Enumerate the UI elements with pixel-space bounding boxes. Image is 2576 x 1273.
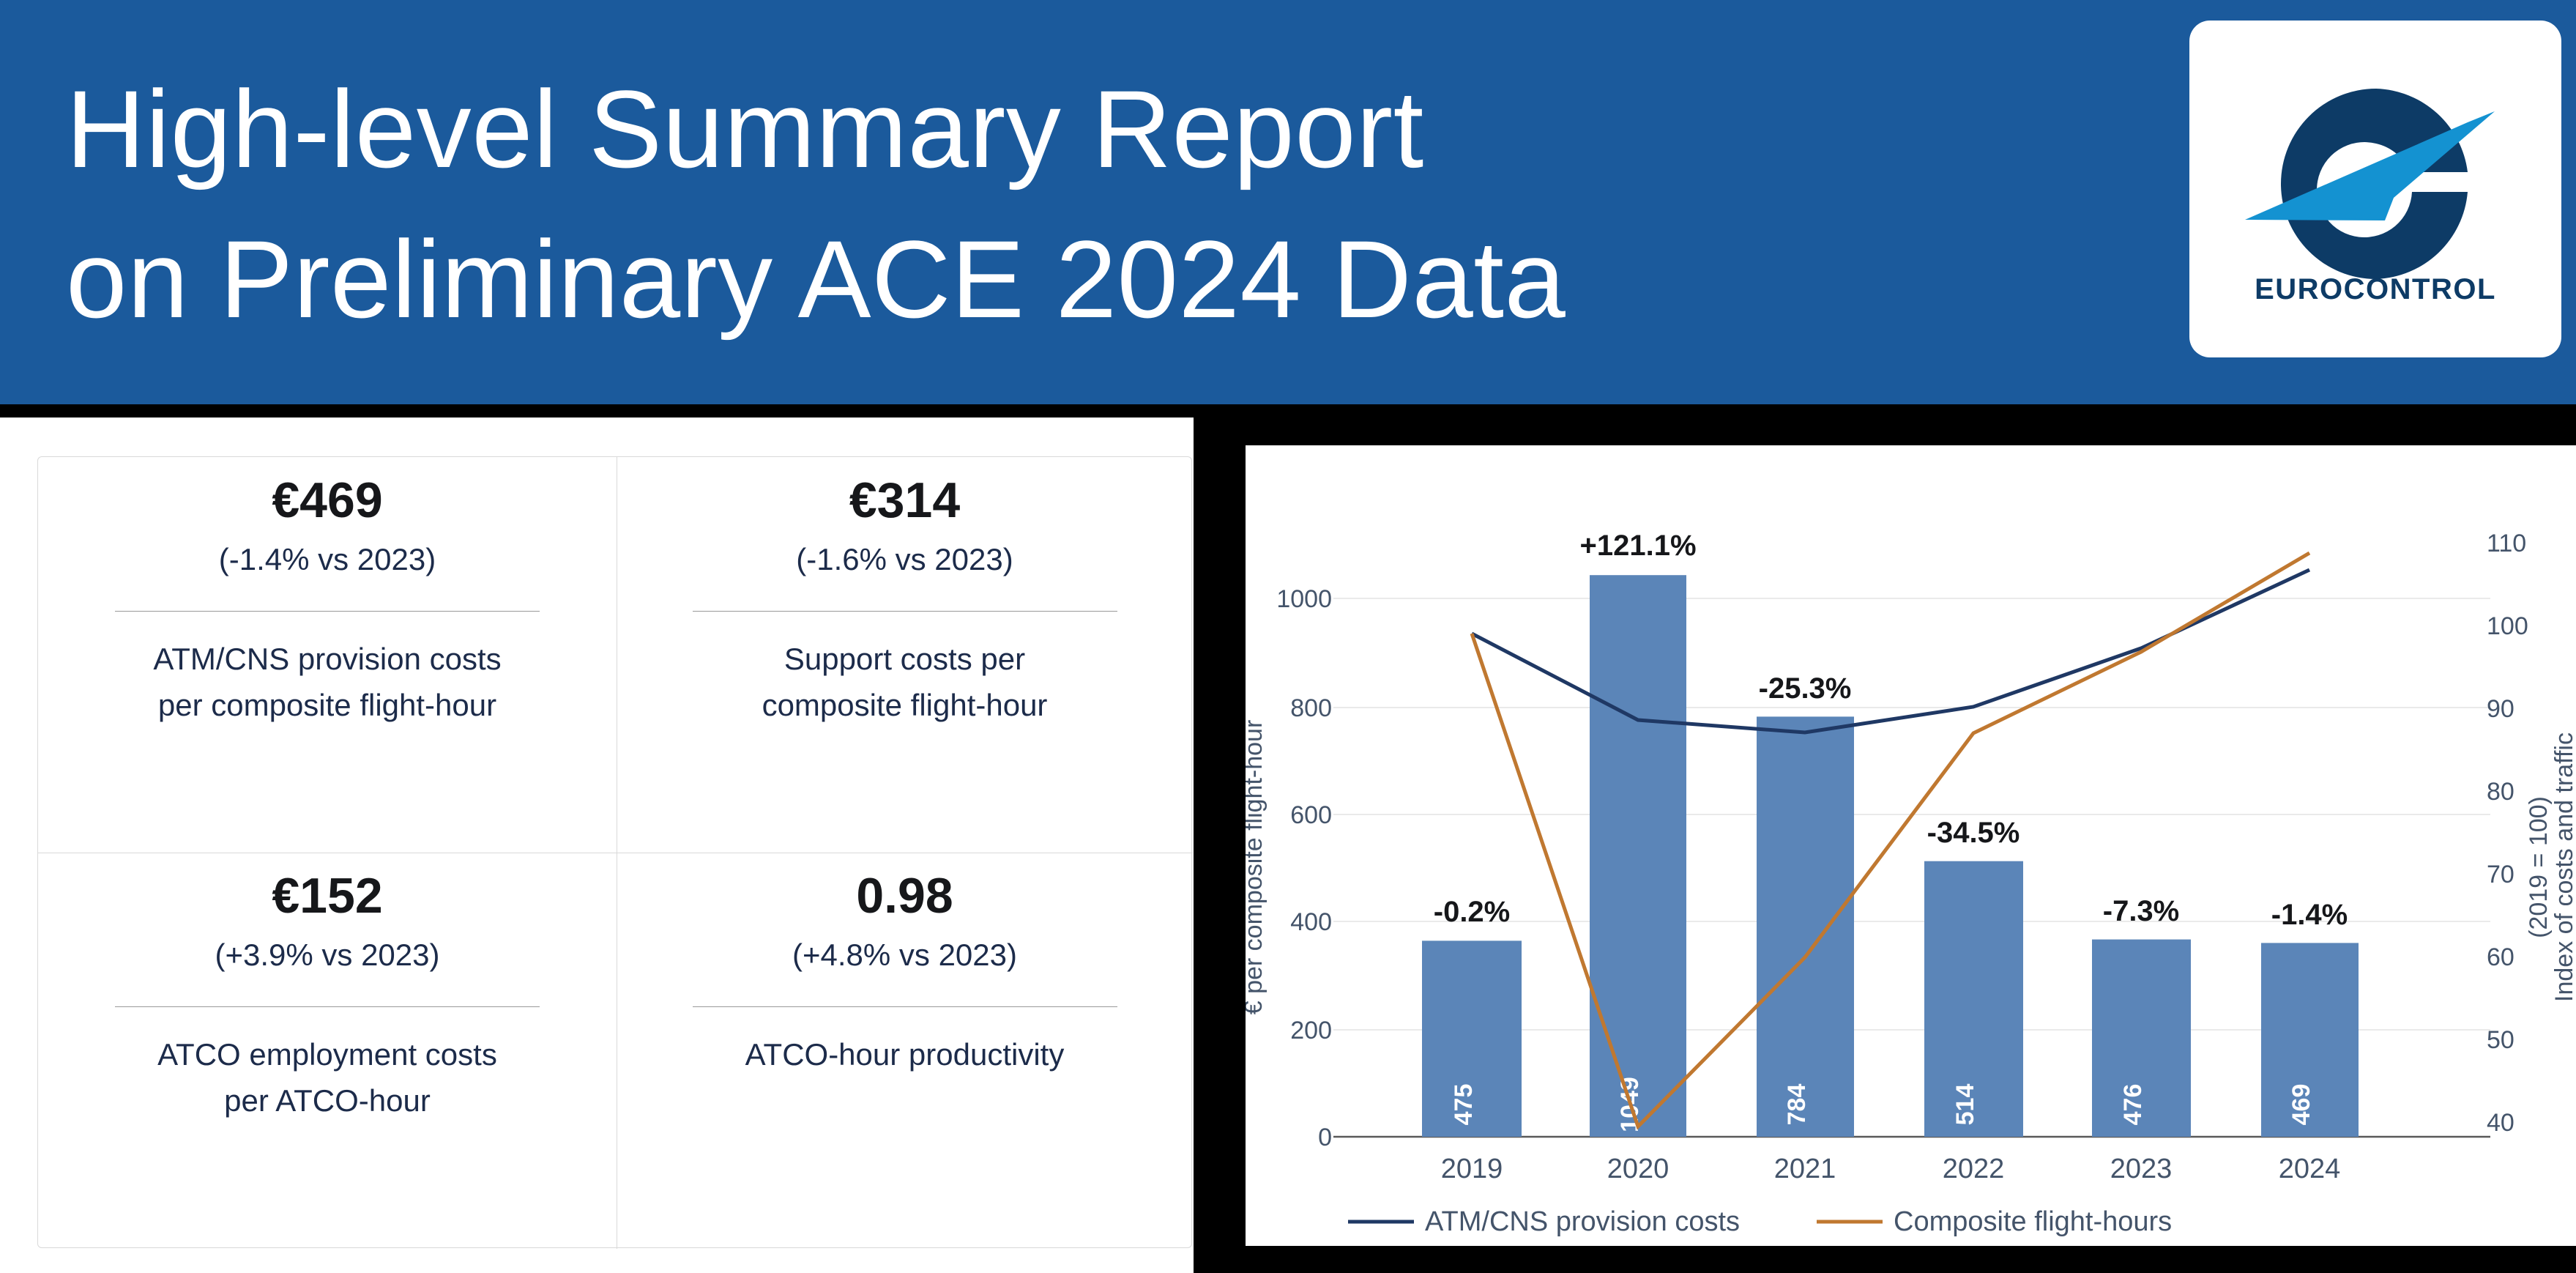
svg-text:-0.2%: -0.2% bbox=[1434, 896, 1511, 928]
svg-text:476: 476 bbox=[2119, 1084, 2147, 1126]
svg-text:800: 800 bbox=[1290, 694, 1332, 722]
svg-text:469: 469 bbox=[2287, 1084, 2315, 1126]
svg-text:ATM/CNS provision costs: ATM/CNS provision costs bbox=[1425, 1206, 1740, 1237]
svg-text:+121.1%: +121.1% bbox=[1579, 530, 1696, 562]
svg-text:-7.3%: -7.3% bbox=[2103, 895, 2180, 927]
svg-text:784: 784 bbox=[1783, 1084, 1811, 1126]
svg-text:200: 200 bbox=[1290, 1017, 1332, 1044]
svg-text:2024: 2024 bbox=[2279, 1154, 2341, 1184]
svg-text:2020: 2020 bbox=[1607, 1154, 1669, 1184]
svg-text:Composite flight-hours: Composite flight-hours bbox=[1894, 1206, 2172, 1237]
svg-text:1000: 1000 bbox=[1276, 585, 1332, 613]
svg-text:80: 80 bbox=[2487, 778, 2514, 806]
svg-text:€ per composite flight-hour: € per composite flight-hour bbox=[1246, 720, 1267, 1015]
svg-text:2019: 2019 bbox=[1441, 1154, 1503, 1184]
svg-text:Index of costs and traffic: Index of costs and traffic bbox=[2550, 732, 2576, 1002]
svg-text:(2019 = 100): (2019 = 100) bbox=[2525, 796, 2553, 938]
svg-text:90: 90 bbox=[2487, 695, 2514, 723]
svg-text:70: 70 bbox=[2487, 861, 2514, 888]
svg-text:40: 40 bbox=[2487, 1109, 2514, 1137]
svg-text:0: 0 bbox=[1318, 1124, 1332, 1151]
svg-text:-1.4%: -1.4% bbox=[2271, 899, 2348, 931]
svg-text:2021: 2021 bbox=[1774, 1154, 1836, 1184]
svg-text:400: 400 bbox=[1290, 908, 1332, 936]
svg-text:-25.3%: -25.3% bbox=[1759, 672, 1852, 705]
svg-text:-34.5%: -34.5% bbox=[1927, 817, 2020, 849]
svg-text:2022: 2022 bbox=[1943, 1154, 2005, 1184]
svg-text:110: 110 bbox=[2487, 530, 2526, 557]
svg-text:475: 475 bbox=[1450, 1084, 1478, 1126]
svg-text:100: 100 bbox=[2487, 612, 2528, 640]
svg-text:600: 600 bbox=[1290, 801, 1332, 829]
svg-text:2023: 2023 bbox=[2110, 1154, 2173, 1184]
svg-text:50: 50 bbox=[2487, 1026, 2514, 1054]
svg-text:514: 514 bbox=[1951, 1084, 1979, 1126]
svg-text:60: 60 bbox=[2487, 943, 2514, 971]
